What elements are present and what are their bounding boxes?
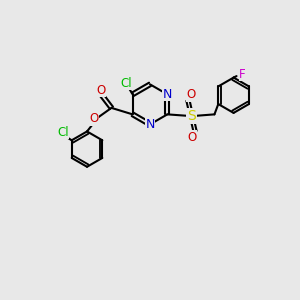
Text: S: S: [187, 109, 196, 123]
Text: Cl: Cl: [57, 125, 69, 139]
Text: N: N: [163, 88, 172, 101]
Text: O: O: [96, 84, 106, 97]
Text: F: F: [239, 68, 246, 80]
Text: N: N: [145, 118, 155, 131]
Text: O: O: [187, 88, 196, 101]
Text: O: O: [188, 130, 197, 143]
Text: O: O: [89, 112, 99, 125]
Text: Cl: Cl: [120, 77, 132, 90]
